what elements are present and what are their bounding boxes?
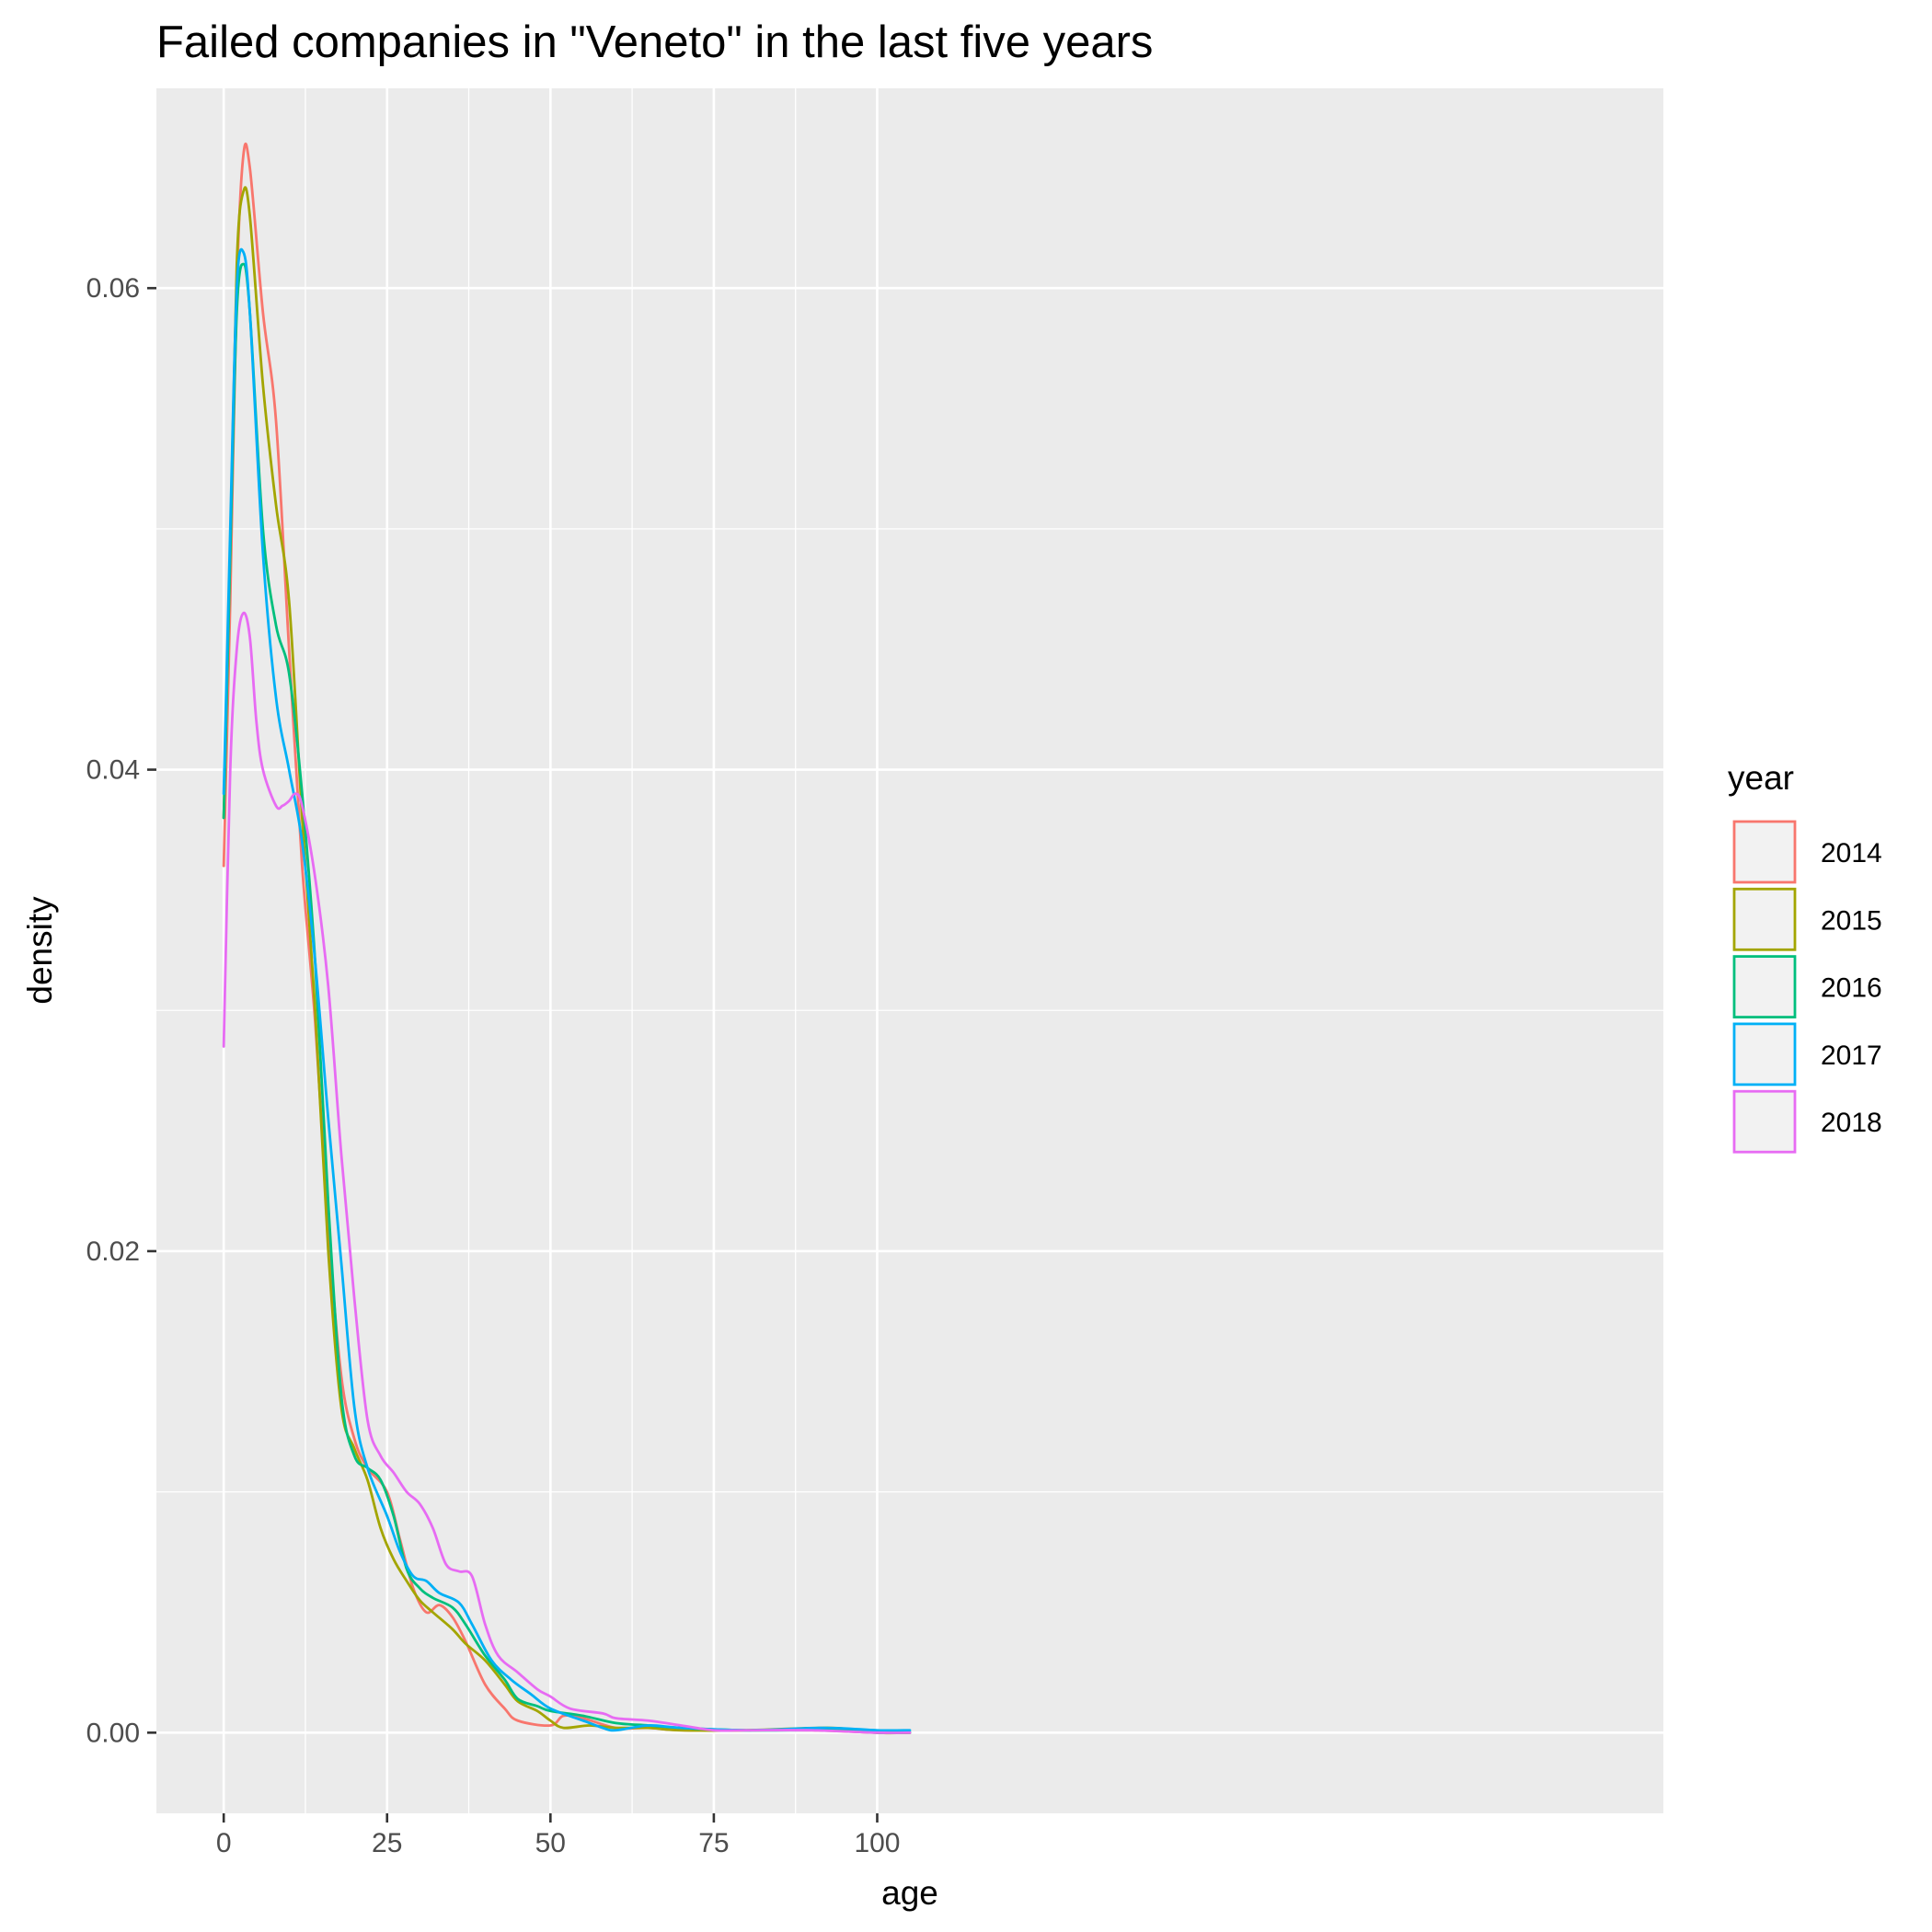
legend-key-2014 xyxy=(1732,820,1797,884)
x-tick-label: 75 xyxy=(698,1828,729,1858)
legend-label-2017: 2017 xyxy=(1821,1041,1882,1071)
x-axis-title: age xyxy=(881,1874,938,1912)
y-tick-label: 0.06 xyxy=(86,273,140,304)
legend-keys: 2014 2015 2016 2017 2018 xyxy=(1732,820,1882,1154)
y-axis: 0.00 0.02 0.04 0.06 xyxy=(86,273,156,1748)
legend-label-2016: 2016 xyxy=(1821,973,1882,1004)
legend-label-2018: 2018 xyxy=(1821,1108,1882,1138)
y-axis-title: density xyxy=(21,896,59,1005)
chart-title: Failed companies in "Veneto" in the last… xyxy=(156,17,1153,67)
series-group xyxy=(222,142,912,1735)
legend: year 2014 2015 2016 2017 2018 xyxy=(1728,759,1882,1154)
x-tick-label: 0 xyxy=(216,1828,232,1858)
legend-key-2015 xyxy=(1732,887,1797,951)
legend-key-2018 xyxy=(1732,1089,1797,1154)
legend-label-2014: 2014 xyxy=(1821,838,1882,868)
plot-panel xyxy=(156,88,1663,1813)
x-axis: 0 25 50 75 100 xyxy=(216,1813,901,1858)
series-line-2018 xyxy=(222,611,912,1734)
series-line-2015 xyxy=(222,186,912,1735)
y-tick-label: 0.02 xyxy=(86,1236,140,1267)
legend-key-2016 xyxy=(1732,955,1797,1018)
series-line-2017 xyxy=(222,247,912,1732)
y-tick-label: 0.00 xyxy=(86,1718,140,1748)
x-tick-label: 25 xyxy=(372,1828,402,1858)
legend-key-2017 xyxy=(1732,1022,1797,1087)
x-tick-label: 100 xyxy=(854,1828,900,1858)
legend-label-2015: 2015 xyxy=(1821,905,1882,936)
y-tick-label: 0.04 xyxy=(86,755,140,786)
x-tick-label: 50 xyxy=(535,1828,566,1858)
legend-title: year xyxy=(1728,759,1794,797)
series-line-2014 xyxy=(222,142,912,1734)
